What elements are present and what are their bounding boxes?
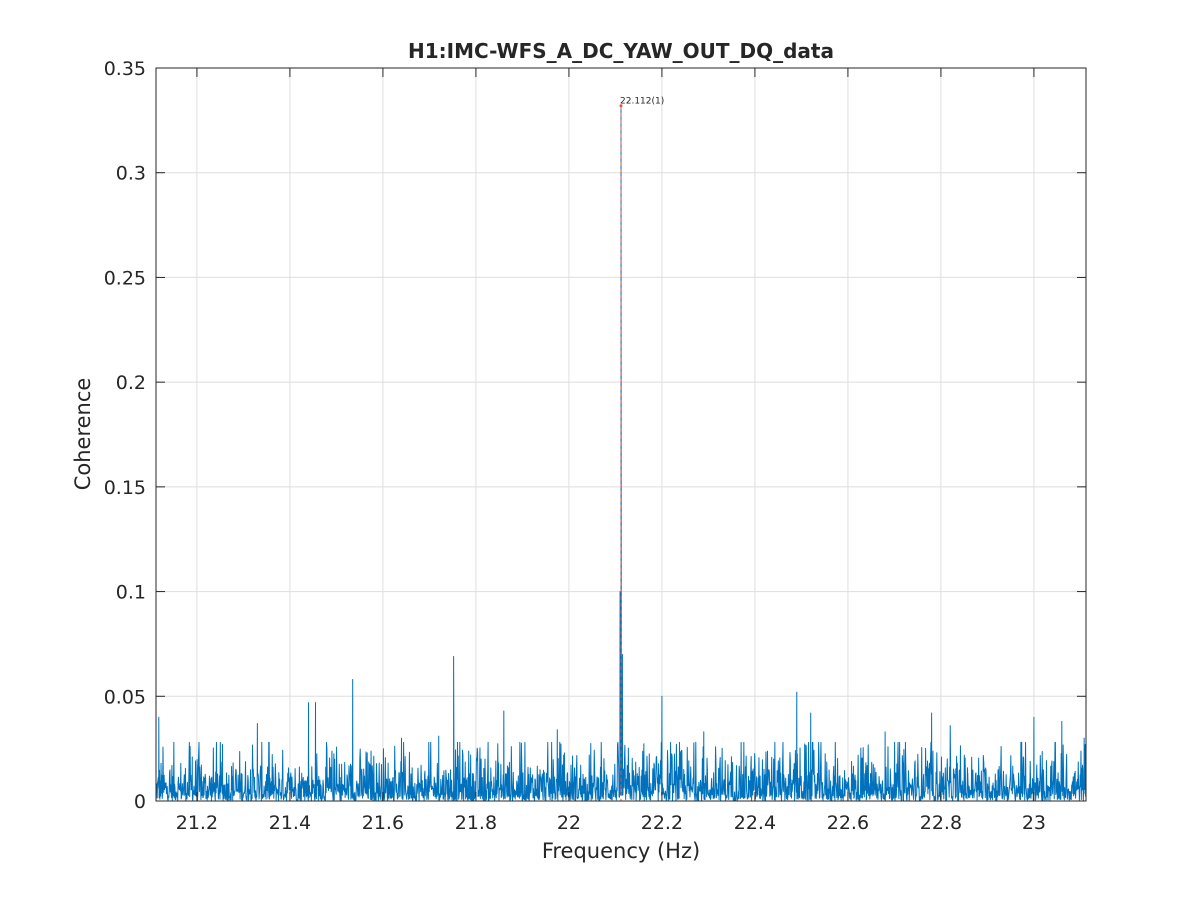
- y-tick-label: 0.25: [104, 267, 146, 289]
- x-tick-label: 23: [1022, 812, 1046, 834]
- y-tick-label: 0.35: [104, 58, 146, 80]
- y-tick-label: 0.05: [104, 686, 146, 708]
- x-axis-ticks: 21.2 21.4 21.6 21.8 22 22.2 22.4 22.6 22.8 23: [176, 68, 1046, 834]
- x-tick-label: 22.2: [641, 812, 683, 834]
- x-tick-label: 22.6: [827, 812, 869, 834]
- x-tick-label: 22: [557, 812, 581, 834]
- y-tick-label: 0.2: [116, 372, 146, 394]
- y-axis-ticks: 0 0.05 0.1 0.15 0.2 0.25 0.3 0.35: [104, 58, 1086, 813]
- y-tick-label: 0.1: [116, 582, 146, 604]
- peak-marker-dot: [619, 104, 623, 108]
- x-tick-label: 21.6: [362, 812, 404, 834]
- y-axis-label: Coherence: [71, 378, 95, 491]
- y-tick-label: 0.15: [104, 477, 146, 499]
- y-tick-label: 0: [134, 791, 146, 813]
- x-tick-label: 22.8: [920, 812, 962, 834]
- x-tick-label: 21.4: [269, 812, 311, 834]
- x-tick-label: 21.8: [455, 812, 497, 834]
- x-axis-label: Frequency (Hz): [542, 839, 700, 863]
- peak-annotation: 22.112(1): [620, 97, 664, 107]
- x-tick-label: 21.2: [176, 812, 218, 834]
- peak-marker-line: [619, 104, 623, 801]
- y-tick-label: 0.3: [116, 163, 146, 185]
- x-tick-label: 22.4: [734, 812, 776, 834]
- chart-title: H1:IMC-WFS_A_DC_YAW_OUT_DQ_data: [408, 39, 834, 63]
- axes-box: [155, 67, 1087, 802]
